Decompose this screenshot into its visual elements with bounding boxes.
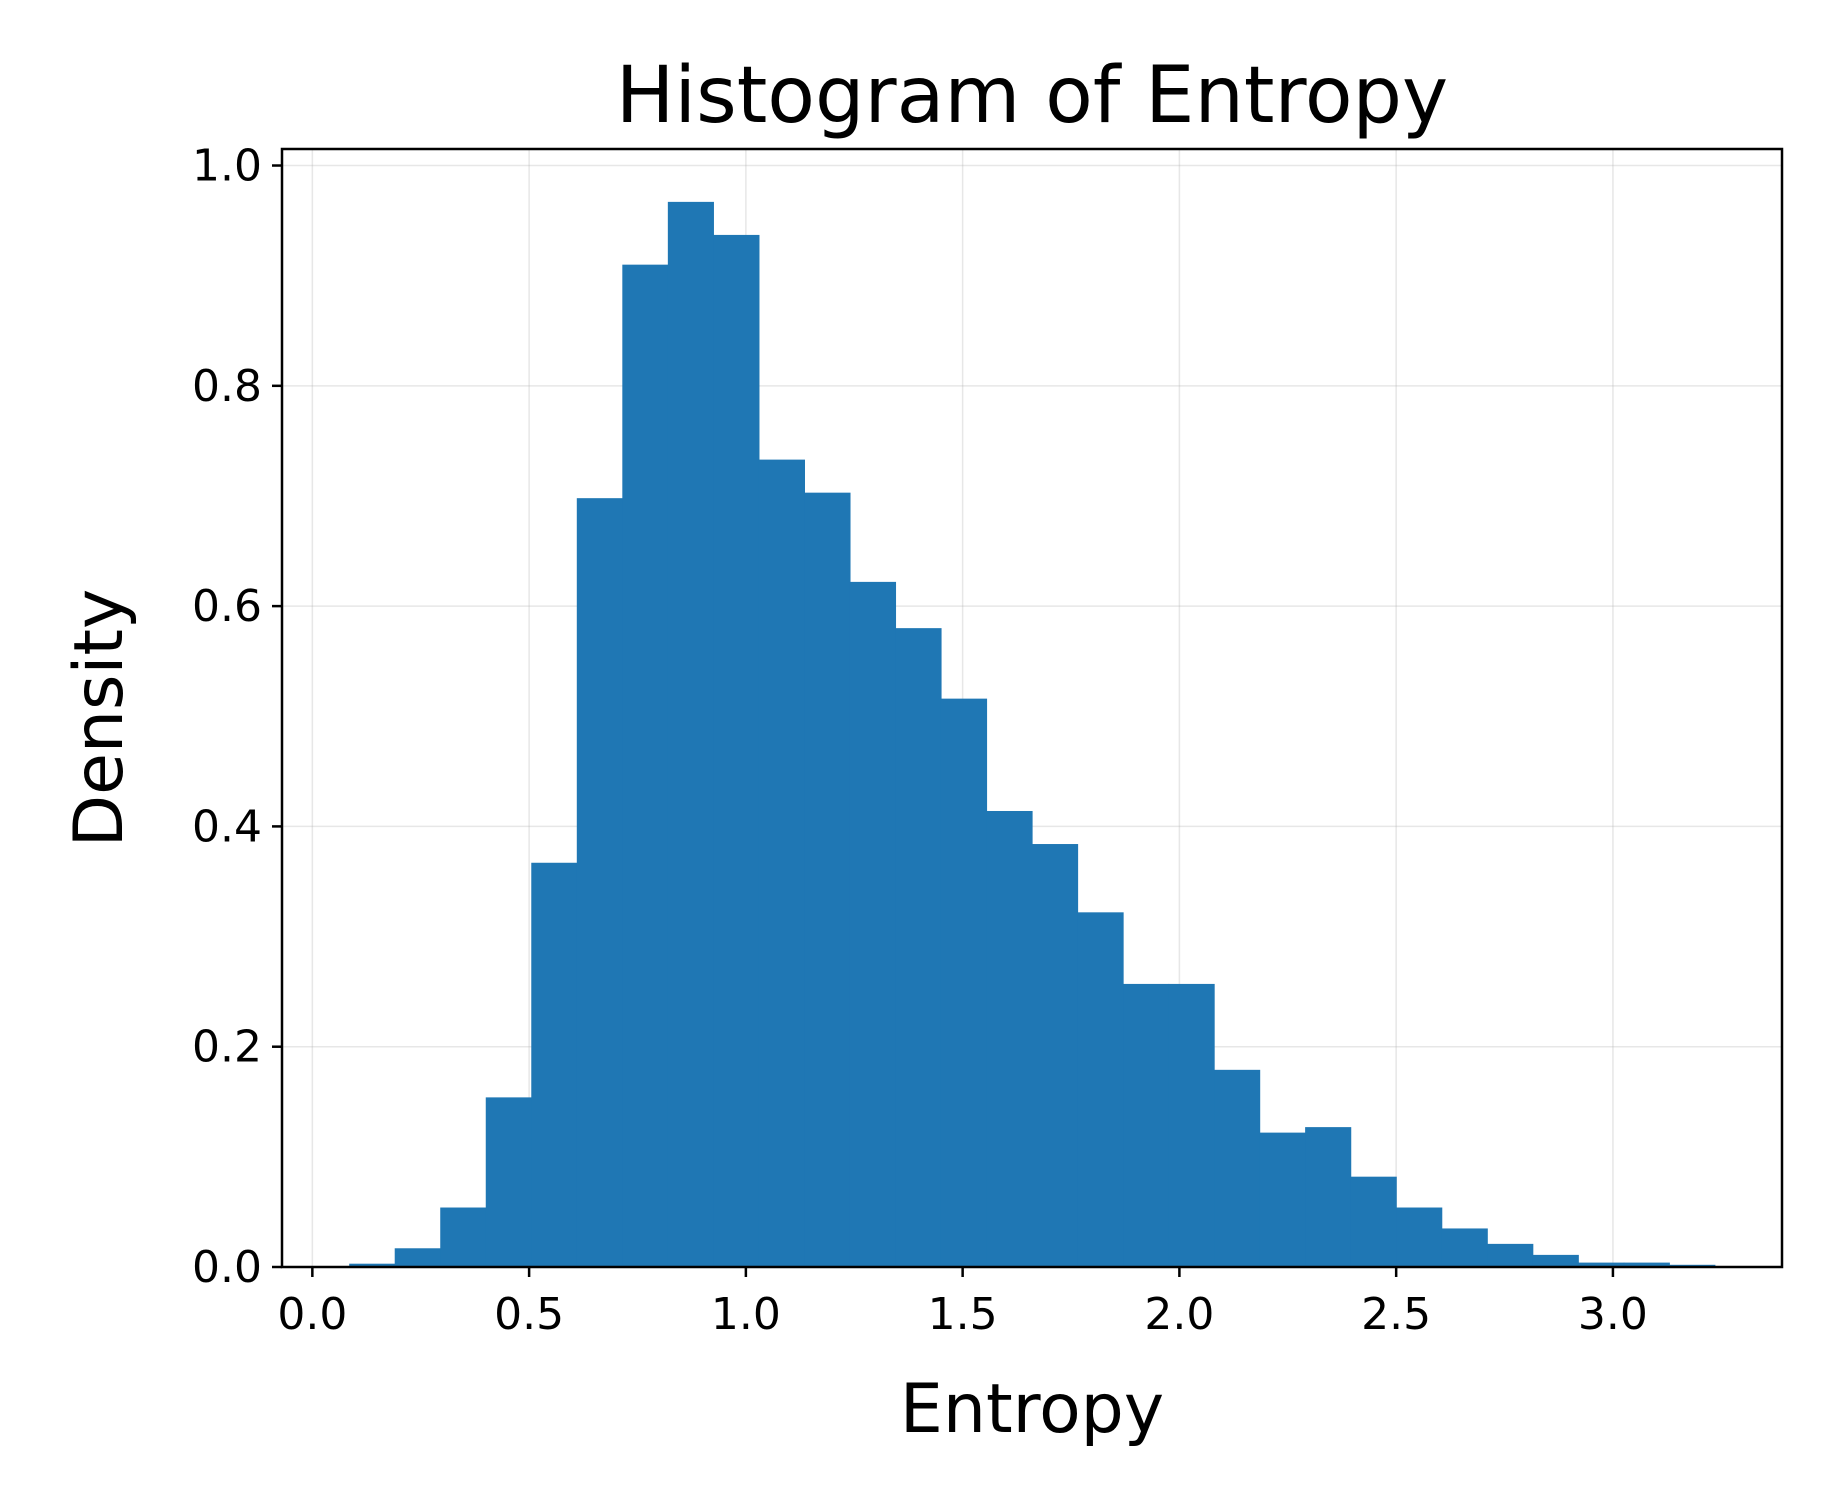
y-tick-label: 0.6 [192, 581, 262, 632]
y-axis-ticks: 0.0 0.2 0.4 0.6 0.8 1.0 [192, 141, 282, 1293]
y-tick-label: 0.2 [192, 1022, 262, 1073]
x-axis-ticks: 0.0 0.5 1.0 1.5 2.0 2.5 3.0 [277, 1267, 1648, 1340]
histogram-bar [1032, 844, 1079, 1267]
x-tick-label: 1.5 [928, 1289, 998, 1340]
histogram-bar [1168, 983, 1215, 1267]
histogram-bar [1623, 1262, 1670, 1267]
histogram-bar [394, 1248, 441, 1267]
histogram-bar [485, 1097, 532, 1267]
histogram-bar [713, 234, 760, 1267]
histogram-bar [1532, 1254, 1579, 1267]
histogram-bar [1441, 1228, 1488, 1267]
x-tick-label: 2.5 [1361, 1289, 1431, 1340]
x-tick-label: 1.0 [711, 1289, 781, 1340]
x-tick-label: 0.0 [277, 1289, 347, 1340]
histogram-bar [622, 264, 669, 1268]
x-tick-label: 3.0 [1578, 1289, 1648, 1340]
x-tick-label: 0.5 [494, 1289, 564, 1340]
histogram-bars [349, 201, 1716, 1268]
histogram-bar [531, 862, 578, 1267]
histogram-bar [1214, 1069, 1261, 1267]
y-tick-label: 0.4 [192, 801, 262, 852]
chart-title: Histogram of Entropy [616, 51, 1448, 141]
histogram-bar [667, 201, 714, 1267]
histogram-bar [1077, 912, 1124, 1267]
histogram-bar [849, 581, 897, 1267]
histogram-bar [1259, 1132, 1306, 1267]
x-tick-label: 2.0 [1144, 1289, 1214, 1340]
histogram-bar [576, 498, 623, 1268]
x-axis-label: Entropy [900, 1370, 1164, 1449]
histogram-bar [804, 492, 851, 1267]
plot-frame [280, 147, 1784, 1269]
y-tick-label: 0.0 [192, 1242, 262, 1293]
histogram-bar [758, 459, 805, 1267]
histogram-bar [1305, 1127, 1352, 1267]
histogram-bar [895, 628, 942, 1267]
histogram-bar [440, 1207, 487, 1267]
histogram-bar [1123, 983, 1170, 1267]
histogram-bar [986, 810, 1033, 1267]
y-tick-label: 1.0 [192, 141, 262, 192]
histogram-bar [349, 1263, 396, 1267]
histogram-bar [1350, 1176, 1397, 1267]
histogram-bar [1487, 1243, 1534, 1267]
histogram-bar [1578, 1262, 1625, 1267]
y-tick-label: 0.8 [192, 361, 262, 412]
histogram-bar [940, 698, 988, 1267]
histogram-bar [1396, 1207, 1443, 1267]
y-axis-label: Density [60, 589, 139, 848]
